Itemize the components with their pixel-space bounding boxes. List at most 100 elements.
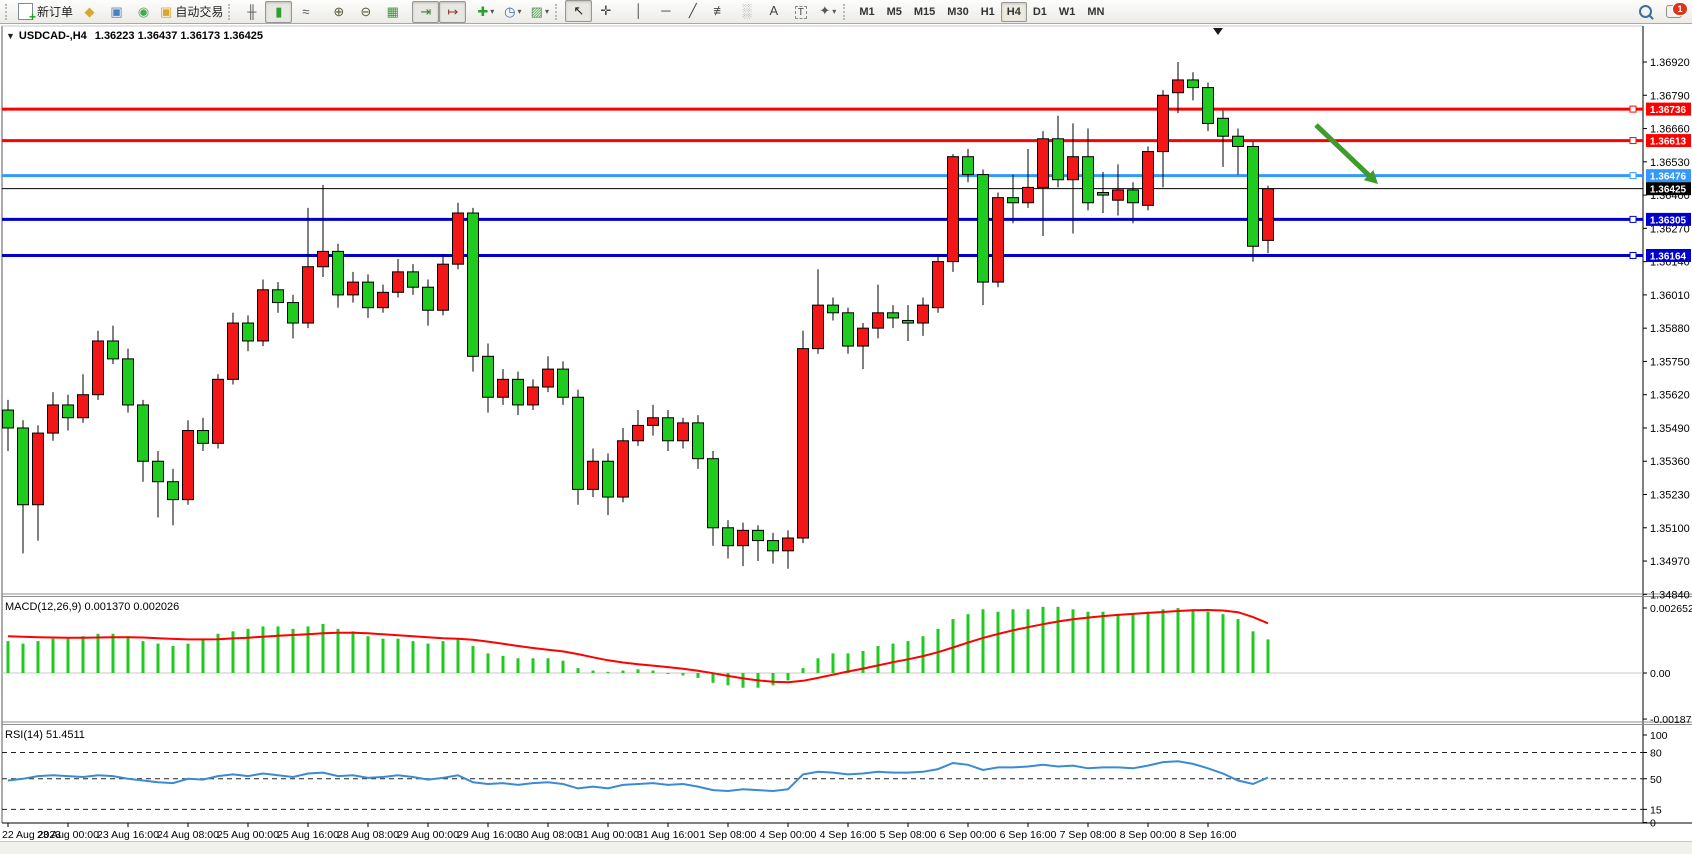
macd-histogram-bar xyxy=(741,673,745,688)
candle xyxy=(617,440,629,498)
timeframe-button-w1[interactable]: W1 xyxy=(1058,5,1076,18)
timeframe-button-h4[interactable]: H4 xyxy=(1000,1,1027,22)
rsi-indicator-label: RSI(14) 51.4511 xyxy=(5,729,85,741)
price-tag-label: 1.36476 xyxy=(1650,172,1687,183)
candle xyxy=(227,322,239,380)
candle xyxy=(122,358,134,406)
grid-button[interactable]: ░ xyxy=(733,0,760,22)
fibonacci-button[interactable]: ≢ xyxy=(706,0,733,22)
price-tag-label: 1.36164 xyxy=(1650,251,1687,262)
chevron-down-icon[interactable]: ▾ xyxy=(490,7,495,17)
periods-button[interactable]: ◷ ▾ xyxy=(499,1,526,23)
crosshair-button[interactable]: ✛ xyxy=(592,0,619,22)
candle xyxy=(17,427,29,506)
timeframe-button-m5[interactable]: M5 xyxy=(886,5,902,18)
trend-arrow-object[interactable] xyxy=(1314,123,1374,180)
text-button[interactable]: A xyxy=(760,0,787,22)
macd-histogram-bar xyxy=(636,669,640,673)
chevron-down-icon[interactable]: ▾ xyxy=(544,7,549,17)
chart-canvas[interactable]: 1.369201.367901.366601.365301.364001.362… xyxy=(0,24,1692,854)
profile-button[interactable]: ▣ xyxy=(103,1,130,23)
line-chart-button[interactable]: ≈ xyxy=(292,0,319,22)
signal-button[interactable]: ◉ xyxy=(130,1,157,23)
shapes-button[interactable]: ✦ ▾ xyxy=(814,0,841,22)
candle xyxy=(722,527,734,547)
chart-shift-button[interactable]: ↦ xyxy=(439,0,467,23)
price-axis-label: 1.35230 xyxy=(1650,490,1690,502)
trend-arrow-head[interactable] xyxy=(1363,170,1378,184)
macd-histogram-bar xyxy=(1026,609,1030,673)
macd-histogram-bar xyxy=(921,636,925,673)
indicators-icon: ✚ xyxy=(477,3,489,19)
timeframe-button-m1[interactable]: M1 xyxy=(859,5,875,18)
macd-histogram-bar xyxy=(246,628,250,673)
candle xyxy=(1112,189,1124,201)
macd-histogram-bar xyxy=(171,646,175,673)
macd-histogram-bar xyxy=(486,653,490,673)
search-icon[interactable] xyxy=(1639,5,1652,18)
trendline-button[interactable]: ╱ xyxy=(679,0,706,22)
line-handle[interactable] xyxy=(1629,251,1637,259)
horizontal-line-button[interactable]: ─ xyxy=(652,0,679,22)
line-handle[interactable] xyxy=(1629,105,1637,113)
macd-histogram-bar xyxy=(696,673,700,678)
auto-scroll-icon: ⇥ xyxy=(420,3,432,19)
candle xyxy=(47,404,59,434)
bar-chart-button[interactable]: ╫ xyxy=(238,0,265,22)
line-handle[interactable] xyxy=(1629,137,1637,145)
zoom-in-button[interactable]: ⊕ xyxy=(325,1,352,23)
macd-histogram-bar xyxy=(1131,614,1135,673)
market-horn-button[interactable]: ◆ xyxy=(76,1,103,23)
templates-button[interactable]: ▨ ▾ xyxy=(526,1,553,23)
macd-histogram-bar xyxy=(951,619,955,673)
label-button[interactable]: T xyxy=(787,2,814,24)
new-order-button[interactable]: 新订单 xyxy=(15,1,76,24)
candle xyxy=(392,271,404,293)
chevron-down-icon[interactable]: ▾ xyxy=(832,6,837,16)
line-handle[interactable] xyxy=(1629,172,1637,180)
price-tag xyxy=(1646,212,1691,226)
macd-signal-line xyxy=(7,608,1269,684)
macd-histogram-bar xyxy=(201,638,205,673)
macd-histogram-bar xyxy=(36,641,40,673)
price-tag xyxy=(1646,102,1691,116)
timeframe-button-h1[interactable]: H1 xyxy=(980,5,995,18)
chevron-down-icon[interactable]: ▾ xyxy=(517,7,522,17)
zoom-out-button[interactable]: ⊖ xyxy=(352,1,379,23)
timeframe-button-m15[interactable]: M15 xyxy=(913,5,936,18)
line-handle[interactable] xyxy=(1629,215,1637,223)
auto-trading-button[interactable]: ▣ 自动交易 xyxy=(157,1,226,23)
macd-histogram-bar xyxy=(801,668,805,673)
price-axis-label: 1.35750 xyxy=(1650,356,1690,368)
timeframe-button-m30[interactable]: M30 xyxy=(947,5,969,18)
candlestick-button[interactable]: ▮ xyxy=(265,0,293,23)
auto-scroll-button[interactable]: ⇥ xyxy=(412,0,440,23)
price-axis-label: 1.35490 xyxy=(1650,423,1690,435)
candle xyxy=(1007,197,1019,204)
candle xyxy=(482,355,494,398)
time-axis-label: 7 Sep 08:00 xyxy=(1060,829,1117,841)
vertical-line-button[interactable]: │ xyxy=(625,0,652,22)
notification-badge[interactable]: 1 xyxy=(1672,2,1688,16)
tile-windows-button[interactable]: ▦ xyxy=(379,1,406,23)
timeframe-button-d1[interactable]: D1 xyxy=(1032,5,1047,18)
indicators-button[interactable]: ✚ ▾ xyxy=(472,1,499,23)
chart-window[interactable]: 1.36920 1.36790 1.36660 1.36530 1.36400 1.362… xyxy=(0,24,1692,854)
candle xyxy=(1022,186,1034,204)
candle xyxy=(212,378,224,444)
candle xyxy=(992,197,1004,283)
price-axis-label: 1.34970 xyxy=(1650,556,1690,568)
cursor-button[interactable]: ↖ xyxy=(565,0,593,22)
ohlc-values: 1.36223 1.36437 1.36173 1.36425 xyxy=(94,30,263,42)
expander-icon[interactable]: ▼ xyxy=(6,31,15,41)
candle xyxy=(512,378,524,406)
macd-histogram-bar xyxy=(336,628,340,673)
price-tag-label: 1.36425 xyxy=(1650,185,1687,196)
macd-histogram-bar xyxy=(1251,631,1255,673)
macd-histogram-bar xyxy=(876,646,880,673)
macd-histogram-bar xyxy=(396,638,400,673)
timeframe-button-mn[interactable]: MN xyxy=(1087,5,1105,18)
crosshair-icon: ✛ xyxy=(600,3,612,18)
time-axis-label: 6 Sep 00:00 xyxy=(940,829,997,841)
